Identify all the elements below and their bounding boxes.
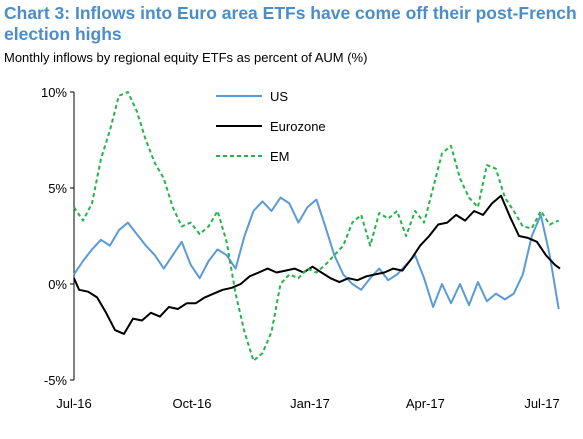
chart-legend: US Eurozone EM bbox=[216, 89, 326, 164]
series-line-em bbox=[73, 91, 560, 362]
legend-label-us: US bbox=[270, 89, 288, 104]
y-tick-label: 5% bbox=[48, 181, 67, 196]
y-tick-label: 10% bbox=[41, 85, 67, 100]
legend-label-eurozone: Eurozone bbox=[270, 119, 326, 134]
chart-subtitle: Monthly inflows by regional equity ETFs … bbox=[4, 50, 368, 65]
x-tick-label: Jul-16 bbox=[56, 396, 91, 411]
legend-label-em: EM bbox=[270, 149, 290, 164]
y-tick-label: -5% bbox=[44, 373, 68, 388]
chart-series bbox=[73, 91, 561, 362]
series-line-eurozone bbox=[73, 194, 561, 335]
y-tick-label: 0% bbox=[48, 277, 67, 292]
chart-axes: -5% 0% 5% 10% Jul-16 Oct-16 Jan-17 Apr-17 Jul-17 bbox=[41, 85, 560, 411]
x-tick-label: Jan-17 bbox=[290, 396, 330, 411]
series-line-us bbox=[73, 196, 560, 310]
x-tick-label: Jul-17 bbox=[524, 396, 559, 411]
x-tick-label: Apr-17 bbox=[406, 396, 445, 411]
x-tick-label: Oct-16 bbox=[172, 396, 211, 411]
chart-title: Chart 3: Inflows into Euro area ETFs hav… bbox=[4, 3, 577, 44]
